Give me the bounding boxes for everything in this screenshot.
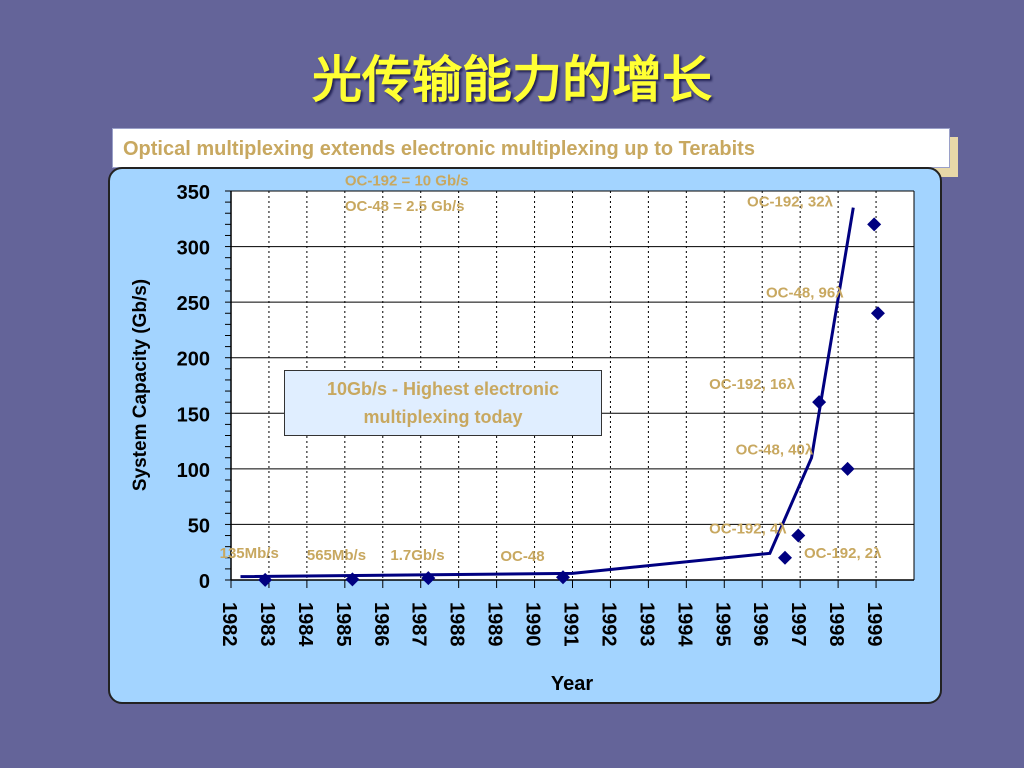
x-tick-label: 1999 [863,602,885,647]
x-tick-label: 1998 [825,602,847,647]
slide-title: 光传输能力的增长 [312,51,712,109]
y-tick-label: 0 [199,571,210,593]
x-tick-label: 1991 [560,602,582,647]
annotation-label: OC-192, 32λ [747,194,834,211]
x-tick-label: 1983 [256,602,278,647]
y-axis-label: System Capacity (Gb/s) [130,279,151,491]
x-tick-labels: 1982 1983 1984 1985 1986 1987 1988 1989 1990 1991… [218,602,885,647]
data-point [421,571,436,586]
annotations: OC-192 = 10 Gb/s OC-48 = 2.5 Gb/s 135Mb/s 5… [220,172,883,565]
data-point [840,461,855,476]
x-tick-label: 1992 [597,602,619,647]
x-tick-label: 1997 [787,602,809,647]
data-point [345,572,360,587]
annotation-label: OC-192, 4λ [709,520,787,537]
annotation-label: 565Mb/s [307,547,366,564]
x-tick-label: 1988 [446,602,468,647]
axes [225,190,915,588]
x-tick-label: 1996 [749,602,771,647]
y-tick-label: 250 [177,293,210,315]
x-tick-label: 1990 [522,602,544,647]
data-point [812,395,827,410]
callout-box: 10Gb/s - Highest electronic multiplexing… [284,370,602,436]
x-tick-label: 1982 [218,602,240,647]
x-tick-label: 1985 [332,602,354,647]
x-tick-label: 1989 [484,602,506,647]
annotation-label: OC-192 = 10 Gb/s [345,172,469,189]
annotation-label: OC-48, 40λ [736,441,814,458]
x-axis-label: Year [551,673,593,695]
data-point [777,550,792,565]
data-point [791,528,806,543]
annotation-label: OC-48, 96λ [766,285,844,302]
annotation-label: OC-48 = 2.5 Gb/s [345,198,465,215]
x-tick-label: 1993 [635,602,657,647]
y-tick-label: 150 [177,404,210,426]
x-tick-label: 1984 [294,602,316,647]
x-tick-label: 1994 [673,602,695,647]
y-tick-label: 50 [188,515,210,537]
y-tick-label: 100 [177,460,210,482]
data-points [258,217,885,587]
annotation-label: 1.7Gb/s [390,547,444,564]
y-tick-labels: 0 50 100 150 200 250 300 350 [177,182,210,593]
annotation-label: 135Mb/s [220,545,279,562]
data-point [258,572,273,587]
x-tick-label: 1986 [370,602,392,647]
x-tick-label: 1995 [711,602,733,647]
data-point [556,570,571,585]
annotation-label: OC-48 [500,548,544,565]
capacity-trend-line [240,207,855,579]
data-point [870,306,885,321]
y-tick-label: 200 [177,349,210,371]
annotation-label: OC-192, 16λ [709,376,796,393]
data-point [867,217,882,232]
y-tick-label: 350 [177,182,210,204]
x-tick-label: 1987 [408,602,430,647]
annotation-label: OC-192, 2λ [804,545,882,562]
y-tick-label: 300 [177,238,210,260]
